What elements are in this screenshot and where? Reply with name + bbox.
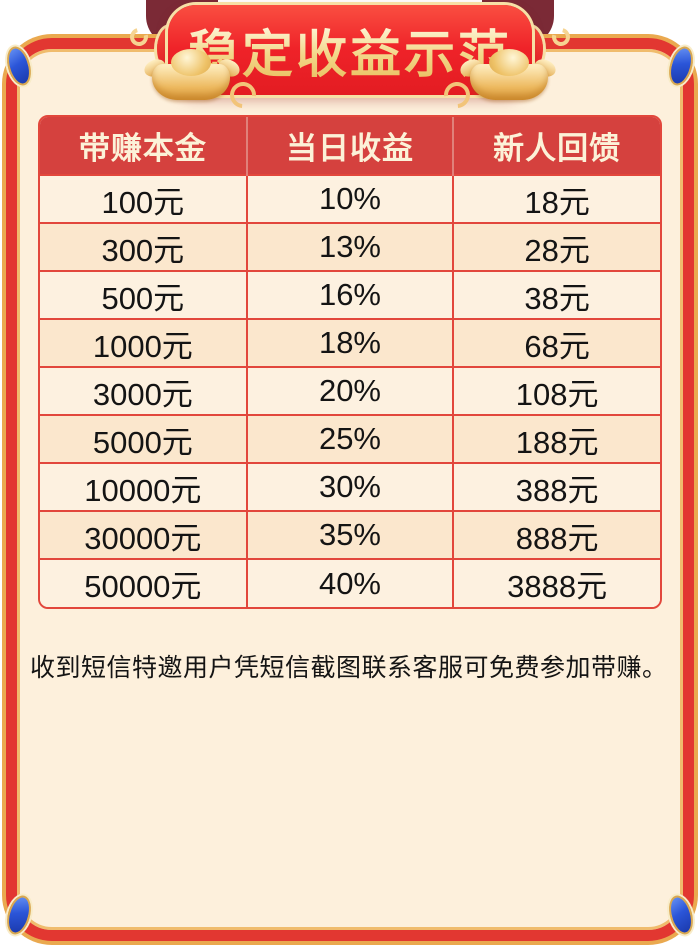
cell-principal: 100元: [40, 174, 248, 224]
cell-daily-rate: 20%: [245, 366, 455, 416]
ingot-bump: [489, 49, 529, 76]
cell-principal: 30000元: [40, 510, 248, 560]
gold-ingot-icon: [126, 24, 262, 114]
cell-newcomer-bonus: 18元: [452, 174, 660, 224]
table-row: 500元 16% 38元: [40, 270, 660, 320]
cell-daily-rate: 40%: [245, 558, 455, 607]
table-header-row: 带赚本金 当日收益 新人回馈: [40, 117, 660, 175]
cell-daily-rate: 18%: [245, 318, 455, 368]
cell-newcomer-bonus: 3888元: [452, 558, 660, 607]
cell-newcomer-bonus: 188元: [452, 414, 660, 464]
banner-title: 稳定收益示范: [188, 13, 512, 87]
col-header-daily-rate: 当日收益: [246, 117, 455, 175]
col-header-newcomer-bonus: 新人回馈: [453, 117, 660, 175]
cell-newcomer-bonus: 388元: [452, 462, 660, 512]
footer-note: 收到短信特邀用户凭短信截图联系客服可免费参加带赚。: [30, 654, 668, 682]
cell-daily-rate: 25%: [245, 414, 455, 464]
cell-principal: 5000元: [40, 414, 248, 464]
cell-newcomer-bonus: 888元: [452, 510, 660, 560]
cell-principal: 10000元: [40, 462, 248, 512]
income-table: 带赚本金 当日收益 新人回馈 100元 10% 18元 300元 13% 28元…: [38, 115, 662, 609]
cell-daily-rate: 35%: [245, 510, 455, 560]
table-row: 5000元 25% 188元: [40, 414, 660, 464]
cell-newcomer-bonus: 108元: [452, 366, 660, 416]
cell-newcomer-bonus: 28元: [452, 222, 660, 272]
cell-daily-rate: 16%: [245, 270, 455, 320]
cloud-curl-icon: [126, 24, 152, 50]
cell-newcomer-bonus: 68元: [452, 318, 660, 368]
ingot-bump: [171, 49, 211, 76]
table-row: 50000元 40% 3888元: [40, 558, 660, 607]
cell-principal: 1000元: [40, 318, 248, 368]
title-banner: 稳定收益示范: [126, 0, 574, 114]
gold-ingot-icon: [438, 24, 574, 114]
cloud-curl-icon: [548, 24, 574, 50]
table-row: 30000元 35% 888元: [40, 510, 660, 560]
cell-principal: 300元: [40, 222, 248, 272]
table-row: 3000元 20% 108元: [40, 366, 660, 416]
cell-daily-rate: 30%: [245, 462, 455, 512]
cell-newcomer-bonus: 38元: [452, 270, 660, 320]
cell-daily-rate: 10%: [245, 174, 455, 224]
cell-daily-rate: 13%: [245, 222, 455, 272]
table-row: 10000元 30% 388元: [40, 462, 660, 512]
table-row: 300元 13% 28元: [40, 222, 660, 272]
cell-principal: 50000元: [40, 558, 248, 607]
cell-principal: 500元: [40, 270, 248, 320]
cell-principal: 3000元: [40, 366, 248, 416]
table-row: 100元 10% 18元: [40, 174, 660, 224]
col-header-principal: 带赚本金: [40, 117, 248, 175]
table-row: 1000元 18% 68元: [40, 318, 660, 368]
